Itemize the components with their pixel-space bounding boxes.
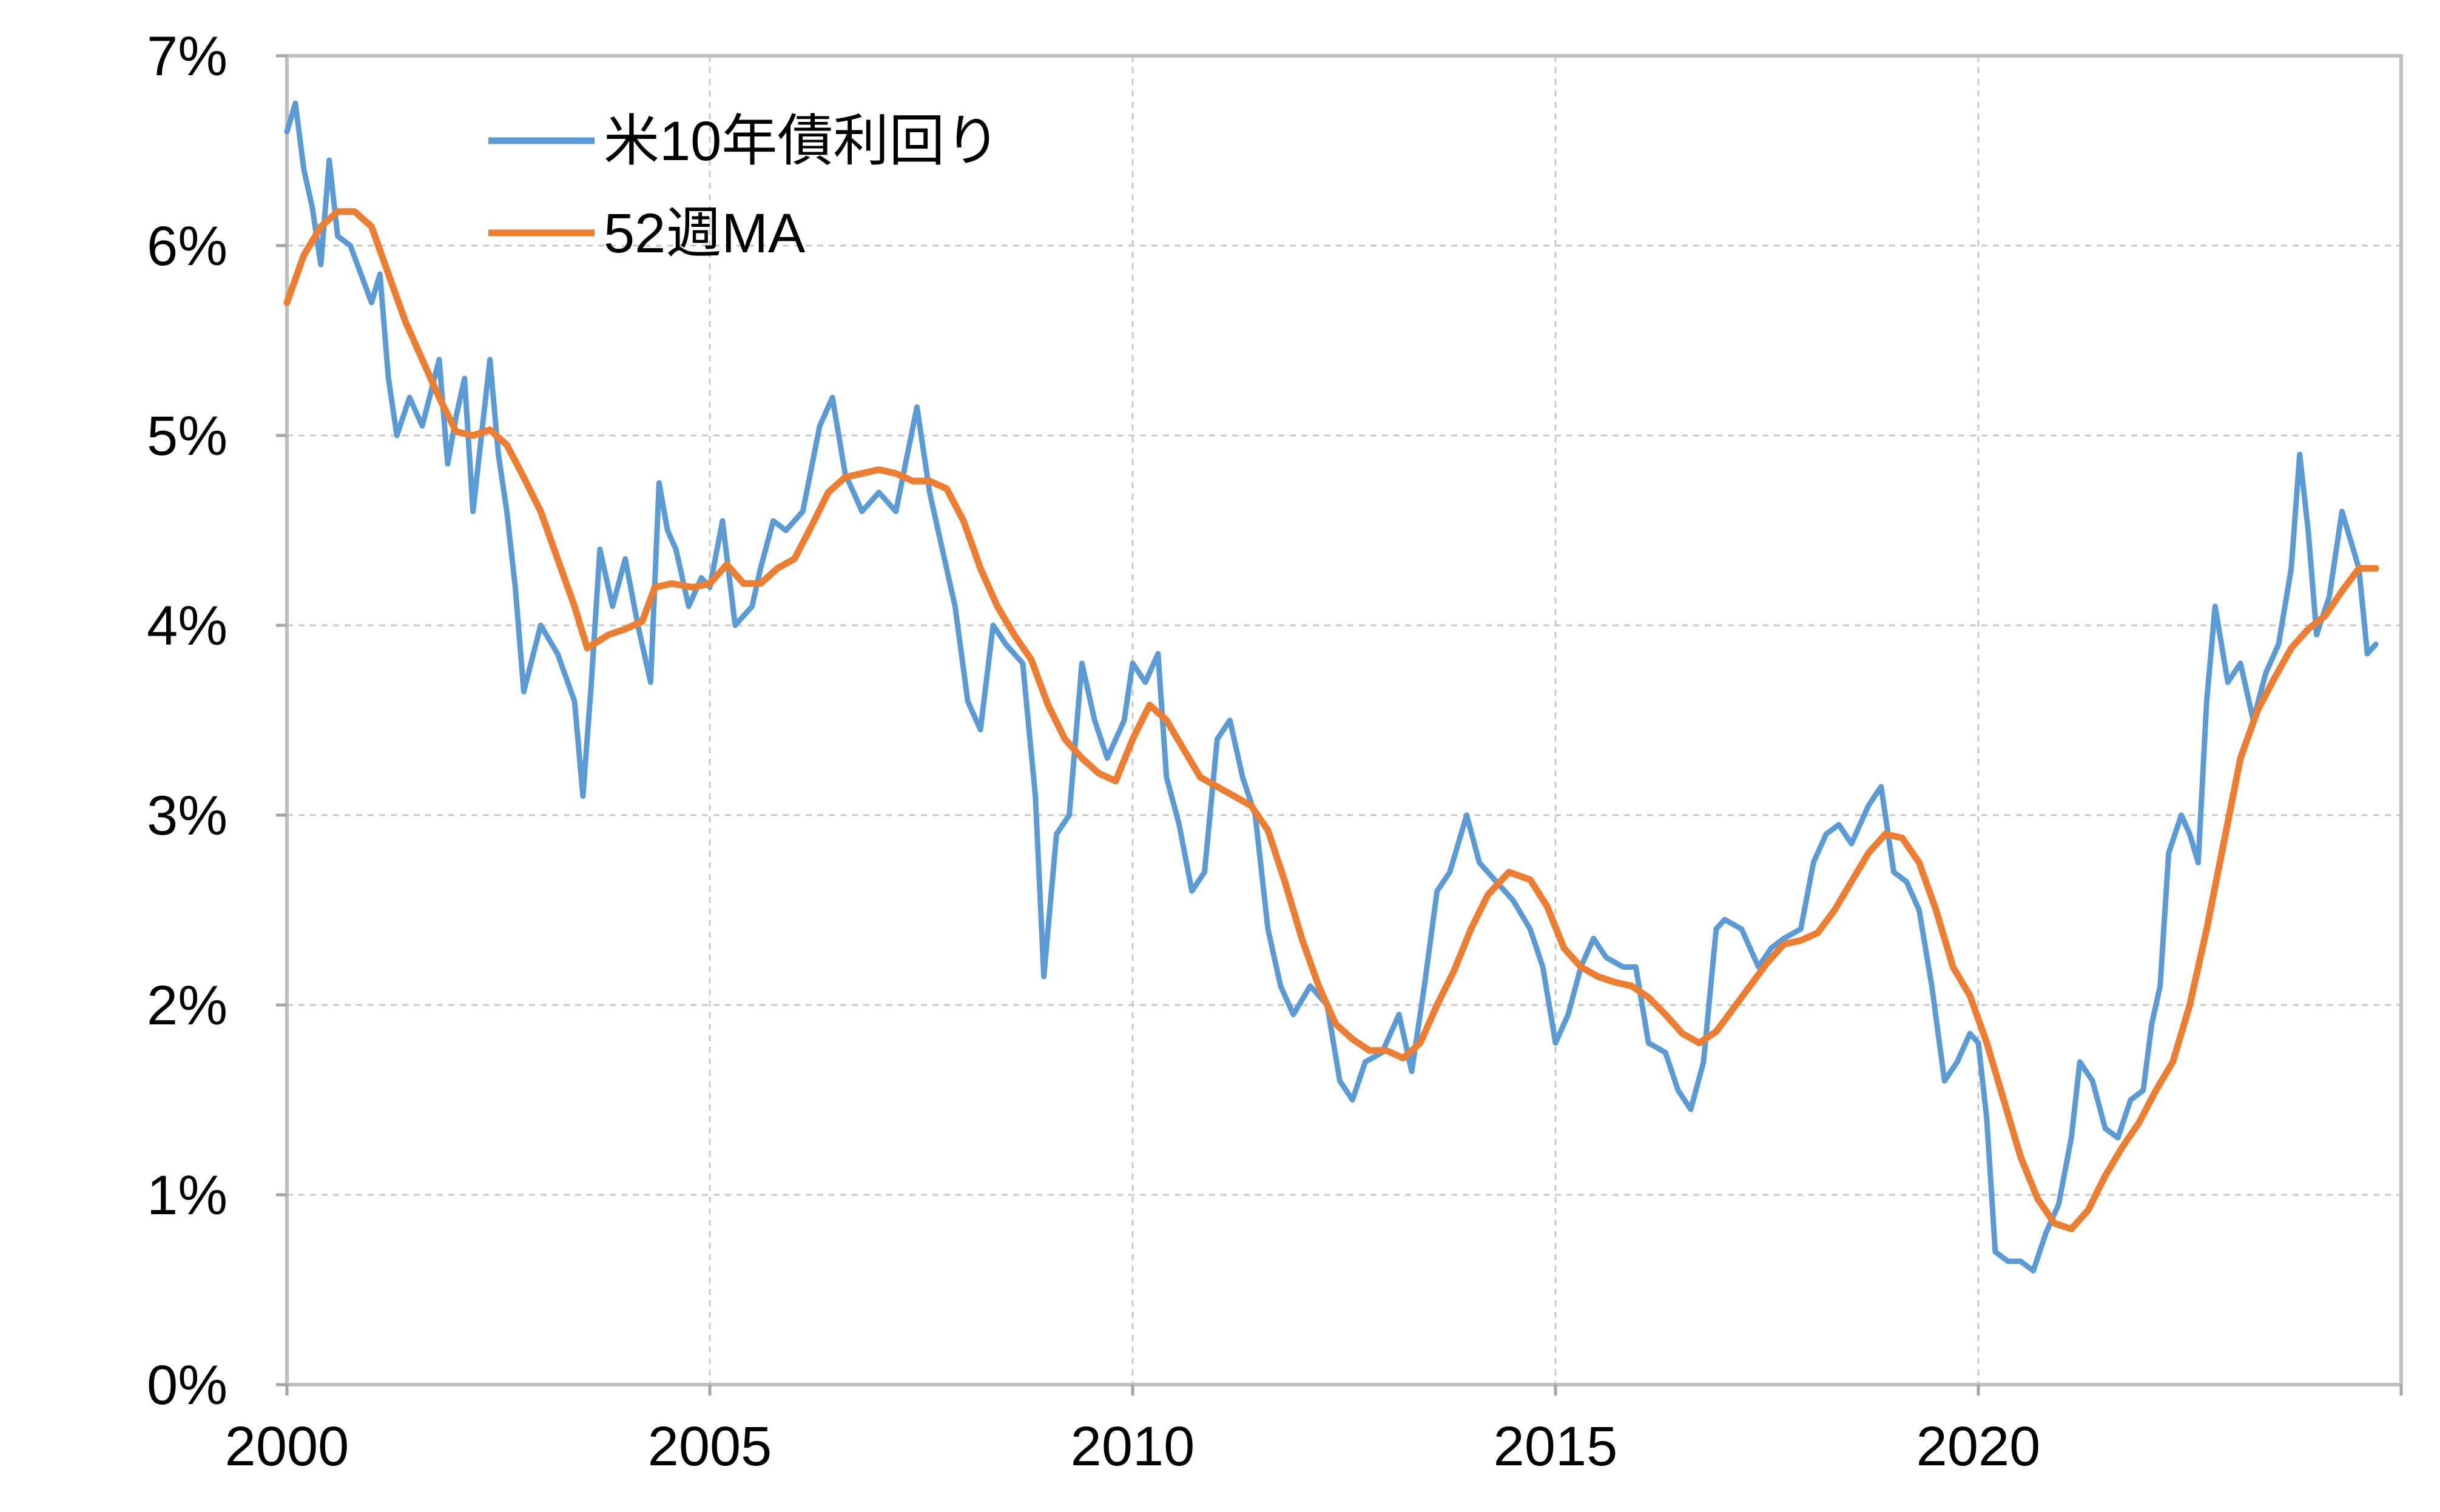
- x-tick-label: 2010: [1071, 1416, 1195, 1477]
- x-tick-label: 2020: [1916, 1416, 2041, 1477]
- x-tick-label: 2015: [1494, 1416, 1618, 1477]
- legend: 米10年債利回り 52週MA: [488, 110, 1000, 264]
- plot-area-border: [285, 54, 2403, 1386]
- x-tick-label: 2000: [225, 1416, 349, 1477]
- series-lines: [283, 100, 2379, 1274]
- series-line-moving-average: [283, 208, 2379, 1232]
- y-tick-label: 7%: [147, 25, 227, 87]
- y-tick-label: 6%: [147, 215, 227, 277]
- legend-label: 52週MA: [604, 203, 806, 264]
- x-tick-label: 2005: [648, 1416, 772, 1477]
- y-tick-label: 2%: [147, 975, 227, 1037]
- y-tick-label: 5%: [147, 405, 227, 467]
- y-axis-tick-labels: 0% 1% 2% 3% 4% 5% 6% 7%: [147, 25, 287, 1416]
- y-tick-label: 0%: [147, 1354, 227, 1416]
- y-tick-label: 4%: [147, 595, 227, 657]
- legend-label: 米10年債利回り: [604, 110, 1000, 172]
- y-tick-label: 3%: [147, 785, 227, 847]
- series-line-yield: [284, 100, 2379, 1274]
- y-tick-label: 1%: [147, 1164, 227, 1226]
- x-axis-tick-labels: 2000 2005 2010 2015 2020: [225, 1385, 2403, 1477]
